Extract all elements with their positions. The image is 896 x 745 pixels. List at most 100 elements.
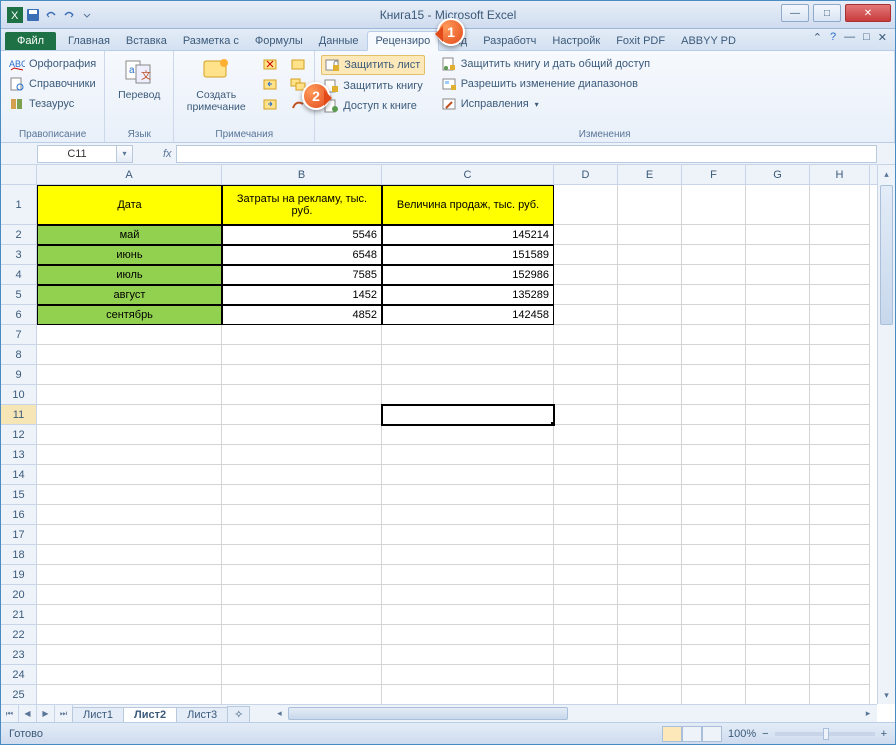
cell-E23[interactable]	[618, 645, 682, 665]
cell-A21[interactable]	[37, 605, 222, 625]
cell-E3[interactable]	[618, 245, 682, 265]
tab-insert[interactable]: Вставка	[118, 32, 175, 50]
cell-E6[interactable]	[618, 305, 682, 325]
spelling-button[interactable]: ABCОрфография	[7, 55, 98, 73]
select-all-corner[interactable]	[1, 165, 37, 185]
cell-D14[interactable]	[554, 465, 618, 485]
cell-A22[interactable]	[37, 625, 222, 645]
row-header-25[interactable]: 25	[1, 685, 36, 705]
cell-F15[interactable]	[682, 485, 746, 505]
cell-A11[interactable]	[37, 405, 222, 425]
cell-G24[interactable]	[746, 665, 810, 685]
sheet-prev-icon[interactable]: ◀	[19, 705, 37, 722]
cell-B15[interactable]	[222, 485, 382, 505]
view-pagebreak-button[interactable]	[702, 726, 722, 742]
research-button[interactable]: Справочники	[7, 75, 98, 93]
cell-C8[interactable]	[382, 345, 554, 365]
cell-A7[interactable]	[37, 325, 222, 345]
cell-C23[interactable]	[382, 645, 554, 665]
cell-E5[interactable]	[618, 285, 682, 305]
cell-G9[interactable]	[746, 365, 810, 385]
cell-A17[interactable]	[37, 525, 222, 545]
zoom-handle[interactable]	[823, 728, 829, 740]
cell-F3[interactable]	[682, 245, 746, 265]
save-icon[interactable]	[25, 7, 41, 23]
zoom-slider[interactable]	[775, 732, 875, 736]
row-header-13[interactable]: 13	[1, 445, 36, 465]
cell-B13[interactable]	[222, 445, 382, 465]
cell-B5[interactable]: 1452	[222, 285, 382, 305]
row-header-9[interactable]: 9	[1, 365, 36, 385]
cell-F21[interactable]	[682, 605, 746, 625]
cell-A2[interactable]: май	[37, 225, 222, 245]
cell-A1[interactable]: Дата	[37, 185, 222, 225]
cell-E25[interactable]	[618, 685, 682, 705]
cell-C11[interactable]	[382, 405, 554, 425]
cell-G19[interactable]	[746, 565, 810, 585]
cell-B25[interactable]	[222, 685, 382, 705]
cell-C16[interactable]	[382, 505, 554, 525]
cell-E16[interactable]	[618, 505, 682, 525]
col-header-H[interactable]: H	[810, 165, 870, 184]
cell-B1[interactable]: Затраты на рекламу, тыс. руб.	[222, 185, 382, 225]
row-header-8[interactable]: 8	[1, 345, 36, 365]
track-changes-button[interactable]: Исправления▾	[439, 95, 652, 113]
cell-F17[interactable]	[682, 525, 746, 545]
cell-D9[interactable]	[554, 365, 618, 385]
cell-F22[interactable]	[682, 625, 746, 645]
cell-G25[interactable]	[746, 685, 810, 705]
cell-G6[interactable]	[746, 305, 810, 325]
redo-icon[interactable]	[61, 7, 77, 23]
col-header-G[interactable]: G	[746, 165, 810, 184]
cell-C6[interactable]: 142458	[382, 305, 554, 325]
cell-E4[interactable]	[618, 265, 682, 285]
cell-F8[interactable]	[682, 345, 746, 365]
cell-C15[interactable]	[382, 485, 554, 505]
cell-D17[interactable]	[554, 525, 618, 545]
cell-A19[interactable]	[37, 565, 222, 585]
cell-A8[interactable]	[37, 345, 222, 365]
undo-icon[interactable]	[43, 7, 59, 23]
cell-E12[interactable]	[618, 425, 682, 445]
cell-C20[interactable]	[382, 585, 554, 605]
cell-F12[interactable]	[682, 425, 746, 445]
cell-C4[interactable]: 152986	[382, 265, 554, 285]
cell-H21[interactable]	[810, 605, 870, 625]
cell-D21[interactable]	[554, 605, 618, 625]
help-icon[interactable]: ?	[830, 31, 836, 44]
row-header-6[interactable]: 6	[1, 305, 36, 325]
cell-D4[interactable]	[554, 265, 618, 285]
cell-F9[interactable]	[682, 365, 746, 385]
sheet-next-icon[interactable]: ▶	[37, 705, 55, 722]
cell-C9[interactable]	[382, 365, 554, 385]
cell-A5[interactable]: август	[37, 285, 222, 305]
cell-F13[interactable]	[682, 445, 746, 465]
sheet-last-icon[interactable]: ⏭	[55, 705, 73, 722]
cell-B7[interactable]	[222, 325, 382, 345]
cell-B3[interactable]: 6548	[222, 245, 382, 265]
cell-G17[interactable]	[746, 525, 810, 545]
cell-G7[interactable]	[746, 325, 810, 345]
col-header-E[interactable]: E	[618, 165, 682, 184]
prev-comment-button[interactable]	[260, 75, 280, 93]
cell-C13[interactable]	[382, 445, 554, 465]
scroll-down-icon[interactable]: ▾	[878, 686, 895, 704]
cell-G16[interactable]	[746, 505, 810, 525]
cell-D12[interactable]	[554, 425, 618, 445]
qat-more-icon[interactable]	[79, 7, 95, 23]
scroll-right-icon[interactable]: ▸	[859, 705, 877, 722]
tab-home[interactable]: Главная	[60, 32, 118, 50]
cell-E14[interactable]	[618, 465, 682, 485]
cell-E10[interactable]	[618, 385, 682, 405]
cell-A14[interactable]	[37, 465, 222, 485]
col-header-F[interactable]: F	[682, 165, 746, 184]
row-header-17[interactable]: 17	[1, 525, 36, 545]
cell-F5[interactable]	[682, 285, 746, 305]
cell-H8[interactable]	[810, 345, 870, 365]
scroll-up-icon[interactable]: ▴	[878, 165, 895, 183]
cell-F11[interactable]	[682, 405, 746, 425]
cell-D7[interactable]	[554, 325, 618, 345]
cell-G11[interactable]	[746, 405, 810, 425]
fx-button[interactable]: fx	[163, 148, 172, 160]
cell-G1[interactable]	[746, 185, 810, 225]
